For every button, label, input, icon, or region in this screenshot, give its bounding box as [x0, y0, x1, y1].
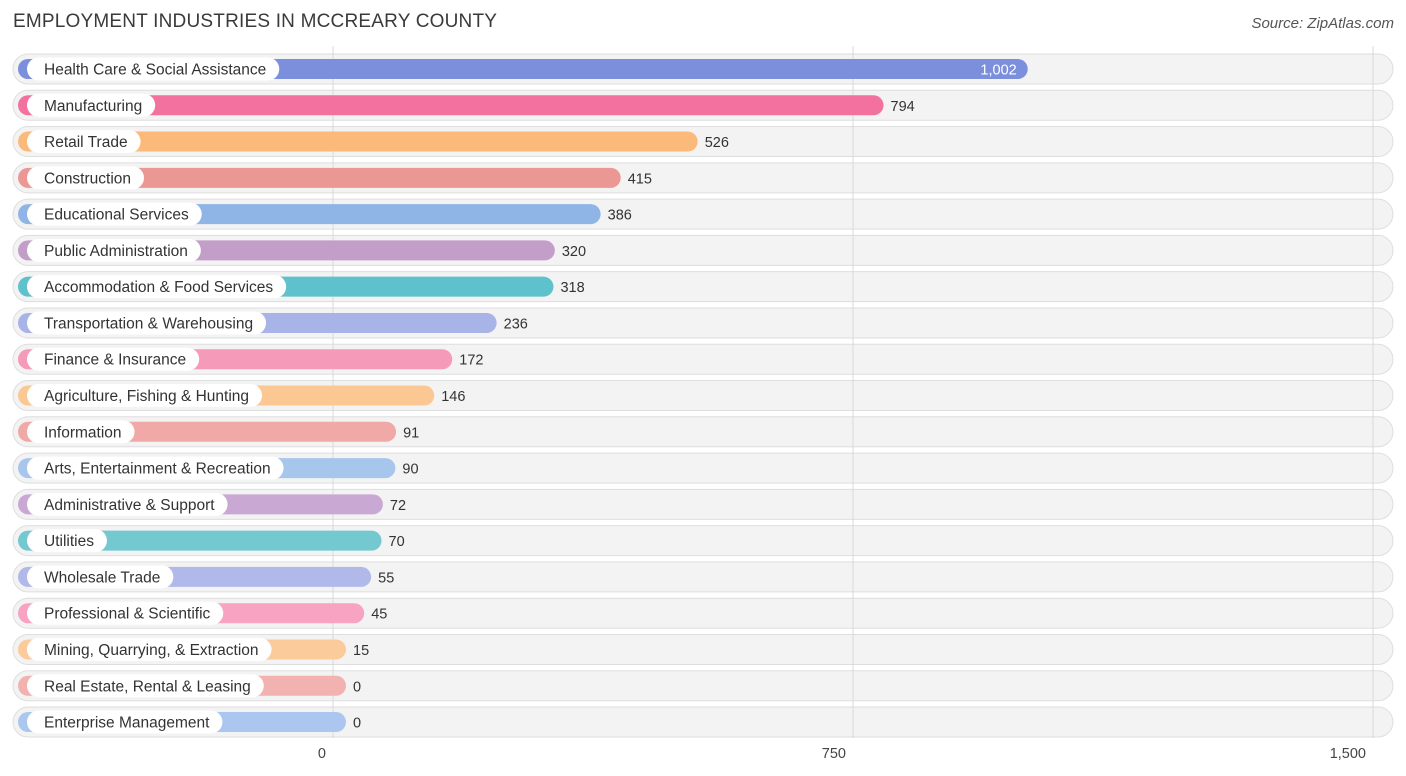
- bar: [18, 167, 621, 188]
- value-label: 1,002: [980, 63, 1016, 79]
- value-label: 90: [402, 462, 418, 478]
- bar-group: Enterprise Management 0: [18, 710, 361, 734]
- value-label: 0: [353, 716, 361, 732]
- category-label: Construction: [44, 170, 131, 187]
- row-background: [12, 633, 1394, 665]
- bar-group: Finance & Insurance 172: [18, 347, 483, 371]
- bar-group: Manufacturing 794: [18, 93, 915, 117]
- value-label: 0: [353, 679, 361, 695]
- category-label: Finance & Insurance: [44, 352, 186, 369]
- bar-group: Mining, Quarrying, & Extraction 15: [18, 637, 369, 661]
- row-background: [12, 706, 1394, 738]
- category-label: Public Administration: [44, 243, 188, 260]
- category-label-pill: [27, 275, 287, 299]
- value-label: 172: [459, 353, 483, 369]
- category-label: Real Estate, Rental & Leasing: [44, 678, 251, 695]
- bar-group: Retail Trade 526: [18, 130, 729, 154]
- bar: [18, 95, 884, 116]
- category-label: Arts, Entertainment & Recreation: [44, 461, 271, 478]
- bar-group: Health Care & Social Assistance 1,002: [18, 57, 1028, 81]
- category-label-pill: [27, 565, 174, 589]
- x-tick-label: 0: [318, 746, 326, 762]
- row-background: [12, 670, 1394, 702]
- bar-group: Accommodation & Food Services 318: [18, 275, 585, 299]
- category-label-pill: [27, 238, 201, 262]
- value-label: 415: [628, 171, 652, 187]
- category-label: Retail Trade: [44, 134, 128, 151]
- value-label: 386: [608, 208, 632, 224]
- category-label-pill: [27, 710, 223, 734]
- category-label: Professional & Scientific: [44, 606, 211, 623]
- category-label-pill: [27, 384, 263, 408]
- category-label: Enterprise Management: [44, 715, 210, 732]
- bar-group: Educational Services 386: [18, 202, 632, 226]
- category-label: Utilities: [44, 533, 94, 550]
- value-label: 72: [390, 498, 406, 514]
- category-label: Manufacturing: [44, 98, 142, 115]
- value-label: 146: [441, 389, 465, 405]
- category-label-pill: [27, 420, 135, 444]
- chart-title: EMPLOYMENT INDUSTRIES IN MCCREARY COUNTY: [13, 11, 498, 32]
- category-label-pill: [27, 674, 264, 698]
- bar-group: Arts, Entertainment & Recreation 90: [18, 456, 419, 480]
- category-label: Accommodation & Food Services: [44, 279, 273, 296]
- bar-group: Professional & Scientific 45: [18, 601, 387, 625]
- category-label-pill: [27, 637, 272, 661]
- category-label-pill: [27, 492, 228, 516]
- category-label: Information: [44, 424, 122, 441]
- category-label-pill: [27, 311, 267, 335]
- category-label-pill: [27, 57, 280, 81]
- category-label: Administrative & Support: [44, 497, 215, 514]
- category-label: Educational Services: [44, 207, 189, 224]
- category-label: Health Care & Social Assistance: [44, 62, 266, 79]
- category-label: Mining, Quarrying, & Extraction: [44, 642, 259, 659]
- category-label: Agriculture, Fishing & Hunting: [44, 388, 249, 405]
- value-label: 15: [353, 643, 369, 659]
- bar-group: Real Estate, Rental & Leasing 0: [18, 674, 361, 698]
- value-label: 526: [705, 135, 729, 151]
- category-label-pill: [27, 93, 156, 117]
- bar-group: Agriculture, Fishing & Hunting 146: [18, 384, 465, 408]
- category-label-pill: [27, 456, 284, 480]
- category-label-pill: [27, 166, 145, 190]
- bar-group: Information 91: [18, 420, 419, 444]
- value-label: 320: [562, 244, 586, 260]
- value-label: 45: [371, 607, 387, 623]
- bar-group: Public Administration 320: [18, 238, 586, 262]
- x-tick-label: 750: [822, 746, 846, 762]
- value-label: 55: [378, 570, 394, 586]
- category-label-pill: [27, 529, 107, 553]
- value-label: 318: [560, 280, 584, 296]
- category-label-pill: [27, 130, 141, 154]
- value-label: 70: [389, 534, 405, 550]
- value-label: 91: [403, 425, 419, 441]
- bar: [18, 530, 382, 551]
- bar-group: Administrative & Support 72: [18, 492, 406, 516]
- bar-group: Wholesale Trade 55: [18, 565, 394, 589]
- bar-group: Transportation & Warehousing 236: [18, 311, 528, 335]
- value-label: 236: [504, 316, 528, 332]
- source-note: Source: ZipAtlas.com: [1251, 15, 1394, 32]
- category-label: Transportation & Warehousing: [44, 315, 253, 332]
- category-label-pill: [27, 202, 202, 226]
- category-label-pill: [27, 347, 200, 371]
- value-label: 794: [891, 99, 915, 115]
- x-tick-label: 1,500: [1330, 746, 1366, 762]
- category-label-pill: [27, 601, 224, 625]
- bar-group: Construction 415: [18, 166, 652, 190]
- category-label: Wholesale Trade: [44, 569, 160, 586]
- bar-group: Utilities 70: [18, 529, 405, 553]
- bar: [18, 131, 698, 152]
